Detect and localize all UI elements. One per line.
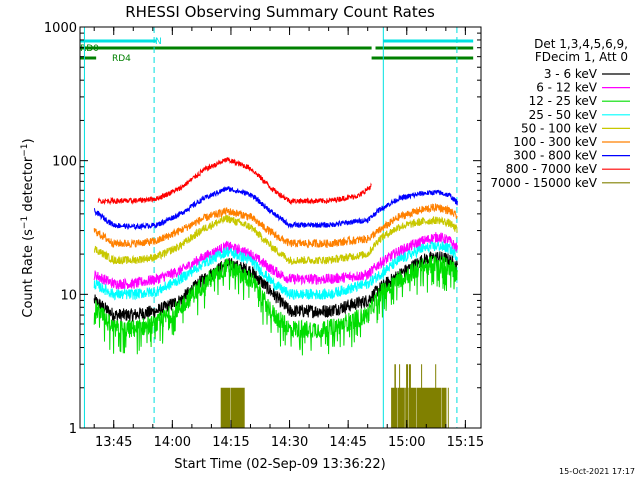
flag-label-rd4: RD4 <box>112 54 131 64</box>
y-tick-label: 100 <box>52 155 77 170</box>
x-tick-label: 14:15 <box>212 435 249 450</box>
y-axis-label: Count Rate (s−1 detector−1) <box>20 138 36 317</box>
x-tick-label: 15:15 <box>447 435 484 450</box>
x-tick-label: 14:30 <box>271 435 308 450</box>
flag-label-rd0: RD0 <box>80 44 99 54</box>
footer-timestamp: 15-Oct-2021 17:17 <box>559 467 635 476</box>
plot-frame <box>79 26 482 429</box>
axes: 1 10 100 1000 13:45 14:00 14:15 14:30 14:45 15:00… <box>44 21 484 450</box>
y-tick-label: 1 <box>69 422 77 437</box>
series-line-2 <box>93 255 458 356</box>
series-line-3 <box>93 240 458 301</box>
x-tick-label: 15:00 <box>388 435 425 450</box>
legend-header: FDecim 1, Att 0 <box>535 50 628 64</box>
series-line-6 <box>94 185 458 231</box>
legend-entry-label: 800 - 7000 keV <box>506 162 598 176</box>
legend-entry-label: 12 - 25 keV <box>529 94 598 108</box>
series-line-7 <box>97 157 372 206</box>
x-axis-label: Start Time (02-Sep-09 13:36:22) <box>174 457 385 472</box>
legend-header: Det 1,3,4,5,6,9, <box>534 37 628 51</box>
legend-entry-label: 6 - 12 keV <box>536 81 598 95</box>
series-line-5 <box>93 203 458 249</box>
series-line-1 <box>93 232 458 290</box>
legend-entry-label: 50 - 100 keV <box>521 121 598 135</box>
x-tick-label: 14:00 <box>154 435 191 450</box>
legend-entry-label: 100 - 300 keV <box>513 135 597 149</box>
x-tick-label: 14:45 <box>329 435 366 450</box>
series-8-burst <box>391 364 449 428</box>
flag-label-n: N <box>155 37 162 47</box>
chart-title: RHESSI Observing Summary Count Rates <box>125 3 435 21</box>
y-tick-label: 10 <box>60 288 77 303</box>
legend-entry-label: 300 - 800 keV <box>513 149 597 163</box>
x-tick-label: 13:45 <box>95 435 132 450</box>
legend-entry-label: 3 - 6 keV <box>544 67 598 81</box>
series-line-4 <box>93 214 458 266</box>
plot-area: N RD0 RD4 <box>80 27 474 428</box>
legend-entry-label: 25 - 50 keV <box>529 108 598 122</box>
y-tick-label: 1000 <box>44 21 77 36</box>
legend: Det 1,3,4,5,6,9,FDecim 1, Att 0 3 - 6 keV… <box>490 37 630 190</box>
series-8-burst <box>220 387 245 428</box>
legend-entry-label: 7000 - 15000 keV <box>490 176 597 190</box>
